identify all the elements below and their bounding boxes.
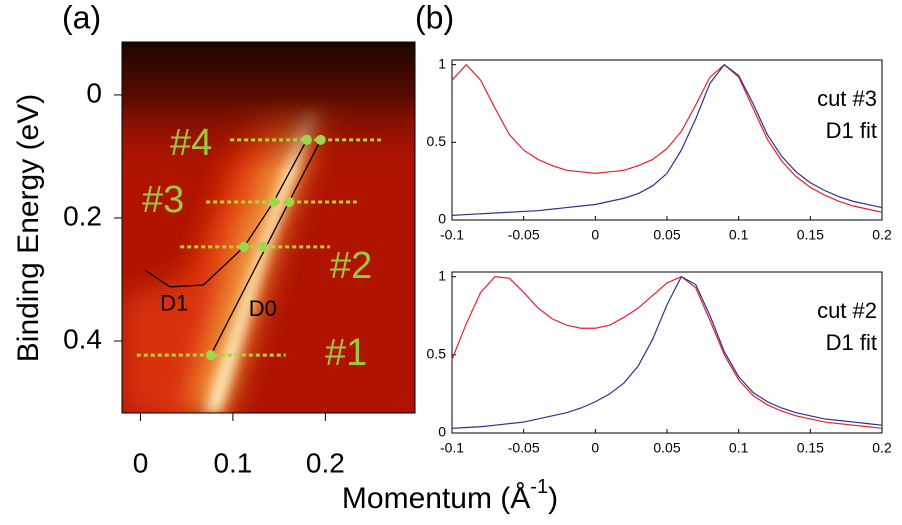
curve [451,275,883,429]
y-tick-label: 1 [438,267,446,283]
curve [451,275,883,429]
x-axis-label-part: -1 [530,476,548,498]
x-tick-label: 0.2 [872,440,892,456]
plot-frame [451,271,883,434]
line-label: D1 [160,291,188,316]
cut-label: #3 [142,179,184,221]
annotation: cut #3 [817,86,877,111]
y-tick-label: 0.5 [427,346,447,362]
x-axis-label-part: ) [548,482,558,515]
panel-label: (a) [62,0,101,35]
x-tick-label: 0 [591,227,599,243]
y-tick-label: 0.2 [63,200,102,231]
cut-point [301,134,312,145]
annotation: D1 fit [826,118,877,143]
cut-label: #1 [325,332,367,374]
cut-point [258,241,269,252]
x-tick-label: 0.2 [872,227,892,243]
fitted-line [144,139,308,288]
y-tick-label: 0.5 [427,133,447,149]
x-axis-label: Momentum (Å-1) [342,476,558,515]
x-tick-label: 0.1 [729,440,749,456]
x-tick-label: -0.05 [508,227,540,243]
cut-point [268,196,279,207]
y-tick-label: 0 [438,211,446,227]
plot-frame [451,59,883,221]
cut-point [239,241,250,252]
y-tick-label: 1 [438,55,446,71]
y-axis-label: Binding Energy (eV) [12,94,45,362]
x-axis-label-part: Momentum (Å [342,482,530,515]
map-frame [121,41,416,414]
panel-label: (b) [415,0,454,35]
cut-point [205,350,216,361]
x-tick-label: -0.05 [508,440,540,456]
intensity-map [122,42,415,413]
x-tick-label: 0.05 [653,440,680,456]
x-tick-label: 0.1 [213,447,252,478]
cut-point [284,196,295,207]
x-tick-label: 0.05 [653,227,680,243]
x-tick-label: 0.2 [306,447,345,478]
cut-label: #4 [170,122,212,164]
cut-point [315,134,326,145]
curve [451,63,883,216]
x-tick-label: -0.1 [440,227,464,243]
line-label: D0 [249,296,277,321]
x-tick-label: 0 [133,447,149,478]
y-tick-label: 0.4 [63,323,102,354]
curve [451,63,883,213]
annotation: D1 fit [826,330,877,355]
x-tick-label: 0.15 [797,440,824,456]
y-tick-label: 0 [438,424,446,440]
x-tick-label: 0.15 [797,227,824,243]
annotation: cut #2 [817,298,877,323]
y-tick-label: 0 [86,77,102,108]
x-tick-label: 0.1 [729,227,749,243]
x-tick-label: 0 [591,440,599,456]
cut-label: #2 [330,245,372,287]
x-tick-label: -0.1 [440,440,464,456]
